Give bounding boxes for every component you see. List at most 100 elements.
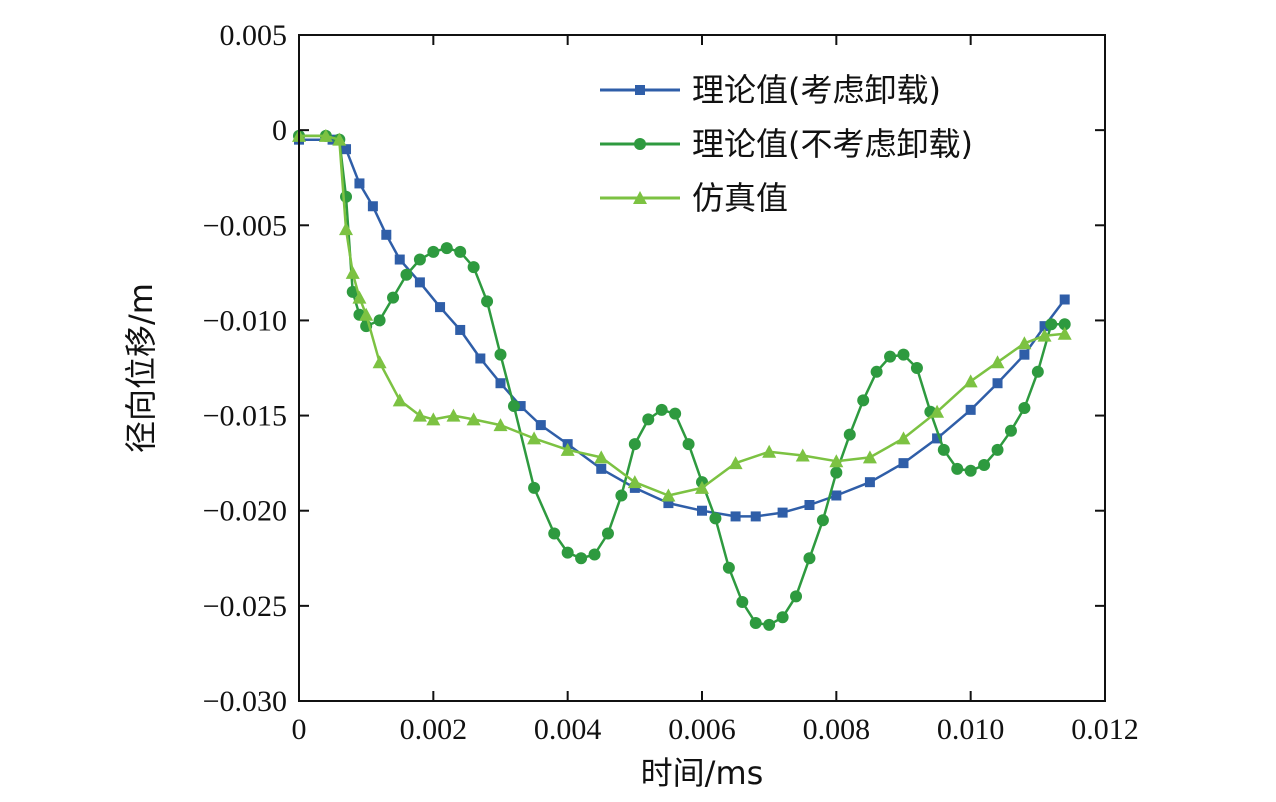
data-point (352, 290, 367, 304)
data-point (332, 132, 347, 146)
y-axis-title: 径向位移/m (122, 283, 160, 453)
data-point (507, 400, 520, 413)
data-point (359, 307, 374, 321)
y-tick-label: −0.025 (203, 590, 287, 623)
series-line (299, 134, 1065, 627)
data-point (790, 590, 803, 603)
data-point (965, 404, 976, 415)
legend-item: 理论值(不考虑卸载) (600, 125, 973, 163)
series-line (299, 134, 1065, 497)
legend-label: 理论值(不考虑卸载) (692, 125, 973, 163)
data-point (454, 245, 467, 258)
data-point (1045, 318, 1058, 331)
data-point (843, 428, 856, 441)
data-point (481, 295, 494, 308)
x-tick-label: 0.010 (937, 713, 1005, 746)
data-point (527, 431, 542, 445)
legend-label: 仿真值 (692, 179, 788, 217)
x-tick-label: 0.002 (400, 713, 468, 746)
data-point (435, 302, 446, 313)
data-point (857, 394, 870, 407)
data-point (615, 489, 628, 502)
data-point (561, 546, 574, 559)
data-point (575, 552, 588, 565)
data-point (831, 490, 842, 501)
legend-item: 理论值(考虑卸载) (600, 71, 941, 109)
y-tick-label: −0.020 (203, 495, 287, 528)
data-point (381, 229, 392, 240)
y-tick-label: −0.015 (203, 400, 287, 433)
x-tick-label: 0.008 (803, 713, 871, 746)
data-point (494, 348, 507, 361)
data-point (830, 466, 843, 479)
data-point (728, 456, 743, 470)
data-point (762, 444, 777, 458)
data-point (642, 413, 655, 426)
data-point (560, 442, 575, 456)
data-point (345, 265, 360, 279)
data-point (627, 475, 642, 489)
data-point (594, 450, 609, 464)
data-point (412, 408, 427, 422)
data-point (898, 458, 909, 469)
y-tick-label: −0.030 (203, 685, 287, 718)
data-point (709, 512, 722, 525)
data-point (413, 253, 426, 266)
x-tick-label: 0.006 (668, 713, 736, 746)
data-point (829, 454, 844, 468)
data-point (896, 431, 911, 445)
x-tick-label: 0.004 (534, 713, 602, 746)
data-point (803, 552, 816, 565)
legend-marker (635, 85, 645, 95)
data-point (372, 355, 387, 369)
data-point (804, 500, 815, 511)
data-point (990, 355, 1005, 369)
data-point (1059, 294, 1070, 305)
data-point (963, 374, 978, 388)
legend: 理论值(考虑卸载) 理论值(不考虑卸载) 仿真值 (600, 71, 973, 217)
data-point (697, 505, 707, 516)
data-point (695, 480, 709, 494)
data-point (763, 618, 776, 631)
data-point (816, 514, 829, 527)
data-point (373, 314, 386, 327)
data-point (884, 350, 897, 363)
data-point (864, 477, 875, 488)
series-3 (292, 128, 1072, 502)
plot-area (292, 128, 1072, 631)
data-point (951, 462, 964, 475)
data-point (493, 418, 508, 432)
data-point (750, 511, 761, 522)
data-point (427, 245, 440, 258)
data-point (528, 481, 541, 494)
data-point (795, 448, 810, 462)
data-point (1017, 336, 1032, 350)
data-point (426, 412, 441, 426)
data-point (870, 365, 883, 378)
data-point (1019, 349, 1030, 360)
x-tick-label: 0 (292, 713, 307, 746)
x-tick-label: 0.012 (1071, 713, 1139, 746)
y-tick-label: −0.010 (203, 304, 287, 337)
data-point (661, 488, 676, 502)
data-point (663, 498, 674, 509)
data-point (930, 404, 945, 418)
data-point (628, 438, 641, 451)
data-point (367, 201, 378, 212)
data-point (1037, 328, 1052, 342)
data-point (466, 412, 481, 426)
series-1 (294, 134, 1070, 522)
data-point (455, 324, 466, 335)
data-point (354, 178, 365, 189)
data-point (535, 420, 546, 431)
data-point (495, 378, 506, 389)
data-point (475, 353, 486, 364)
series-2 (293, 129, 1071, 631)
y-tick-label: −0.005 (203, 209, 287, 242)
axes: 0 0.002 0.004 0.006 0.008 0.010 0.0120.0050−0.… (203, 19, 1139, 746)
data-point (467, 261, 480, 274)
data-point (937, 443, 950, 456)
data-point (682, 438, 695, 451)
data-point (655, 403, 668, 416)
